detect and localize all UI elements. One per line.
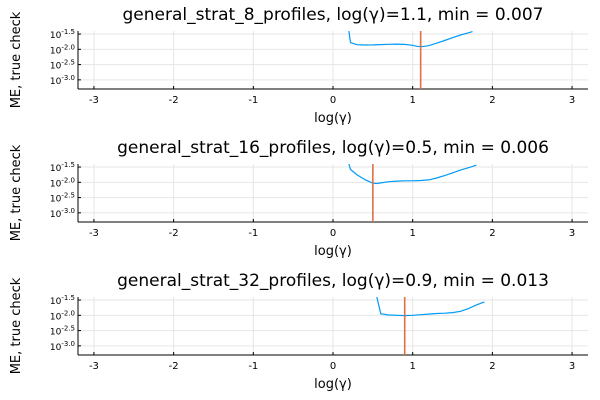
y-tick-label: 10-2.0 [50, 176, 75, 189]
y-tick-label: 10-3.0 [50, 207, 75, 220]
y-tick-label: 10-2.5 [50, 192, 75, 205]
x-tick-label: -1 [248, 228, 258, 239]
y-tick-label: 10-2.0 [50, 43, 75, 56]
x-tick-label: -3 [89, 228, 99, 239]
x-tick-label: 3 [569, 228, 575, 239]
x-tick-label: -2 [169, 361, 179, 372]
x-tick-label: 1 [410, 361, 416, 372]
y-tick-label: 10-1.5 [50, 294, 75, 307]
y-tick-label: 10-2.5 [50, 325, 75, 338]
y-tick-label: 10-3.0 [50, 340, 75, 353]
x-tick-label: -3 [89, 95, 99, 106]
x-tick-label: 2 [489, 228, 495, 239]
x-tick-label: 1 [410, 95, 416, 106]
x-tick-label: 0 [330, 228, 336, 239]
x-tick-label: -1 [248, 95, 258, 106]
y-tick-label: 10-2.0 [50, 309, 75, 322]
subplot-1: -3 -2 -1 0 1 2 3 10-1.5 10-2.0 10-2.5 10-3.0 genera… [9, 5, 588, 126]
subplot-title: general_strat_16_profiles, log(γ)=0.5, m… [117, 138, 549, 158]
x-tick-label: 0 [330, 95, 336, 106]
x-tick-label: -1 [248, 361, 258, 372]
x-tick-label: -3 [89, 361, 99, 372]
x-axis-label: log(γ) [314, 377, 352, 392]
x-tick-label: 0 [330, 361, 336, 372]
x-tick-label: 3 [569, 361, 575, 372]
x-axis-label: log(γ) [314, 244, 352, 259]
subplot-2: -3 -2 -1 0 1 2 3 10-1.5 10-2.0 10-2.5 10-3.0 genera… [9, 138, 588, 259]
y-tick-label: 10-3.0 [50, 74, 75, 87]
x-tick-label: -2 [169, 228, 179, 239]
subplot-title: general_strat_8_profiles, log(γ)=1.1, mi… [123, 5, 544, 25]
x-tick-label: 1 [410, 228, 416, 239]
y-axis-label: ME, true check [9, 277, 24, 374]
series-line-1 [348, 164, 477, 185]
y-tick-label: 10-1.5 [50, 161, 75, 174]
x-tick-label: -2 [169, 95, 179, 106]
subplot-title: general_strat_32_profiles, log(γ)=0.9, m… [117, 271, 549, 291]
x-tick-label: 3 [569, 95, 575, 106]
series-line-1 [376, 297, 485, 317]
y-axis-label: ME, true check [9, 144, 24, 241]
y-tick-label: 10-2.5 [50, 59, 75, 72]
x-tick-label: 2 [489, 95, 495, 106]
y-tick-label: 10-1.5 [50, 28, 75, 41]
series-line-1 [348, 31, 473, 48]
y-axis-label: ME, true check [9, 11, 24, 108]
x-tick-label: 2 [489, 361, 495, 372]
subplot-3: -3 -2 -1 0 1 2 3 10-1.5 10-2.0 10-2.5 10-3.0 genera… [9, 271, 588, 392]
x-axis-label: log(γ) [314, 111, 352, 126]
